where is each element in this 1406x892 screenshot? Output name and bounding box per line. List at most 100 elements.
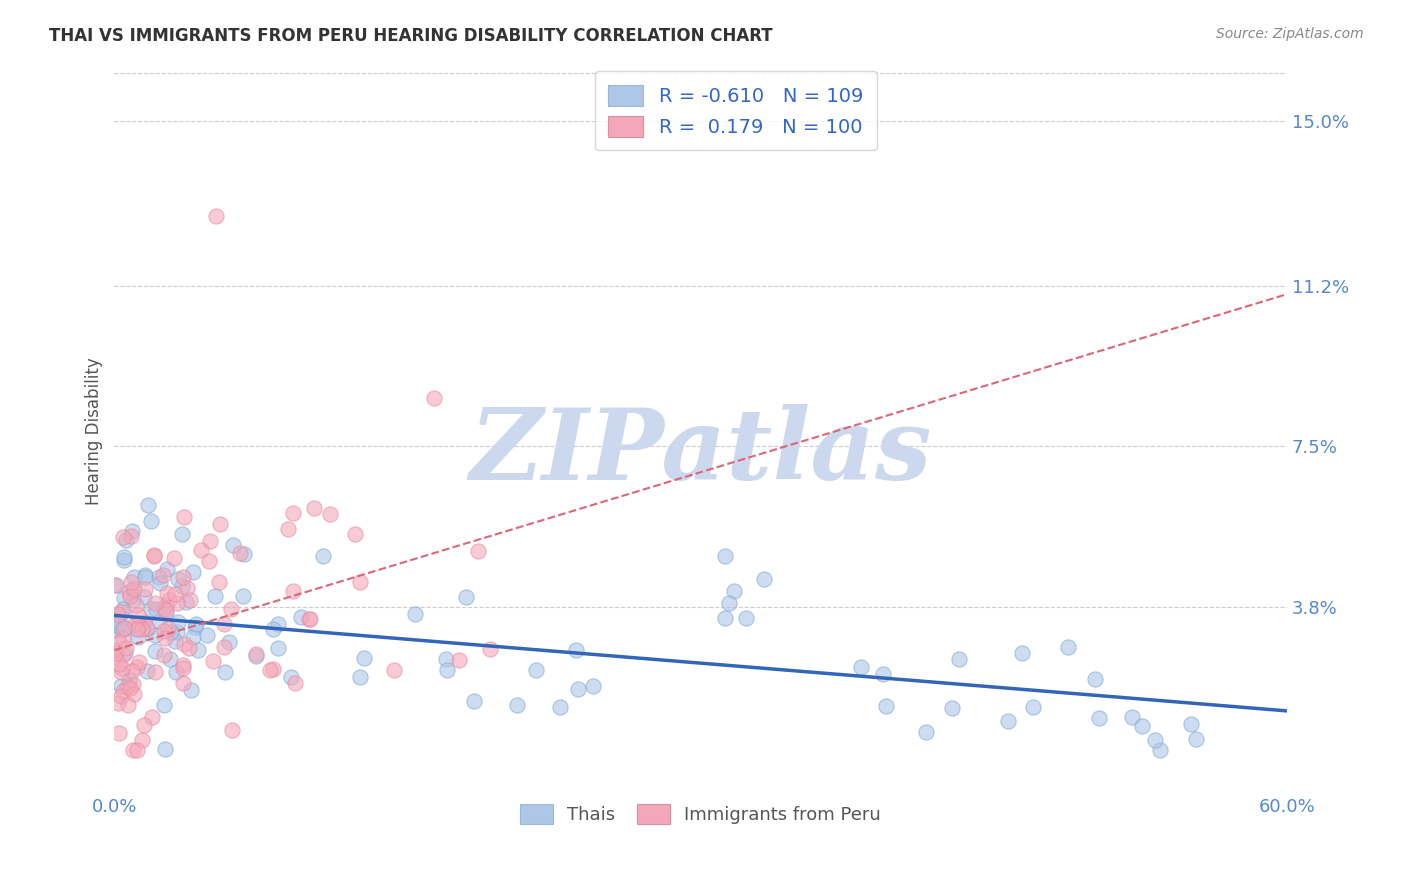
Point [118, 673, 141, 687]
Point [506, 698, 529, 712]
Point [349, 670, 371, 684]
Point [232, 589, 254, 603]
Point [353, 650, 375, 665]
Point [219, 602, 242, 616]
Point [127, 608, 149, 623]
Point [1084, 673, 1107, 687]
Point [112, 530, 135, 544]
Point [166, 625, 188, 640]
Point [735, 611, 758, 625]
Point [127, 623, 149, 637]
Point [135, 621, 157, 635]
Point [281, 584, 304, 599]
Point [434, 651, 457, 665]
Point [181, 565, 204, 579]
Point [117, 698, 139, 712]
Point [112, 553, 135, 567]
Point [717, 596, 740, 610]
Point [120, 574, 142, 589]
Point [136, 498, 159, 512]
Point [134, 582, 156, 596]
Point [1149, 743, 1171, 757]
Point [404, 607, 426, 621]
Point [122, 687, 145, 701]
Point [218, 635, 240, 649]
Point [127, 630, 149, 644]
Point [212, 616, 235, 631]
Point [115, 640, 138, 655]
Point [134, 570, 156, 584]
Point [202, 654, 225, 668]
Point [122, 593, 145, 607]
Point [141, 602, 163, 616]
Point [111, 660, 134, 674]
Point [105, 618, 128, 632]
Point [187, 643, 209, 657]
Point [112, 621, 135, 635]
Point [463, 693, 485, 707]
Point [143, 665, 166, 680]
Point [176, 581, 198, 595]
Point [1130, 719, 1153, 733]
Point [124, 616, 146, 631]
Point [198, 554, 221, 568]
Point [299, 612, 322, 626]
Point [1057, 640, 1080, 655]
Point [267, 641, 290, 656]
Point [148, 614, 170, 628]
Point [165, 665, 187, 680]
Point [262, 622, 284, 636]
Point [1180, 717, 1202, 731]
Point [157, 592, 180, 607]
Point [262, 662, 284, 676]
Point [112, 648, 135, 663]
Point [159, 652, 181, 666]
Point [204, 589, 226, 603]
Point [121, 524, 143, 538]
Point [152, 567, 174, 582]
Point [127, 743, 149, 757]
Point [112, 550, 135, 565]
Point [139, 514, 162, 528]
Point [173, 509, 195, 524]
Point [120, 529, 142, 543]
Point [229, 546, 252, 560]
Point [467, 544, 489, 558]
Point [181, 630, 204, 644]
Point [478, 641, 501, 656]
Point [112, 632, 135, 646]
Point [131, 623, 153, 637]
Point [209, 516, 232, 531]
Point [127, 660, 149, 674]
Point [567, 682, 589, 697]
Point [941, 700, 963, 714]
Point [714, 549, 737, 563]
Y-axis label: Hearing Disability: Hearing Disability [86, 357, 103, 505]
Point [290, 610, 312, 624]
Point [145, 602, 167, 616]
Point [170, 579, 193, 593]
Point [108, 607, 131, 622]
Point [153, 741, 176, 756]
Text: ZIPatlas: ZIPatlas [470, 404, 932, 501]
Point [148, 570, 170, 584]
Point [221, 538, 243, 552]
Point [723, 584, 745, 599]
Point [190, 542, 212, 557]
Point [259, 663, 281, 677]
Point [851, 659, 873, 673]
Point [214, 665, 236, 680]
Point [173, 637, 195, 651]
Point [163, 586, 186, 600]
Point [277, 522, 299, 536]
Point [524, 663, 547, 677]
Point [565, 643, 588, 657]
Point [112, 684, 135, 698]
Point [184, 617, 207, 632]
Point [110, 679, 132, 693]
Point [115, 680, 138, 694]
Point [125, 598, 148, 612]
Point [121, 677, 143, 691]
Text: Source: ZipAtlas.com: Source: ZipAtlas.com [1216, 27, 1364, 41]
Point [167, 572, 190, 586]
